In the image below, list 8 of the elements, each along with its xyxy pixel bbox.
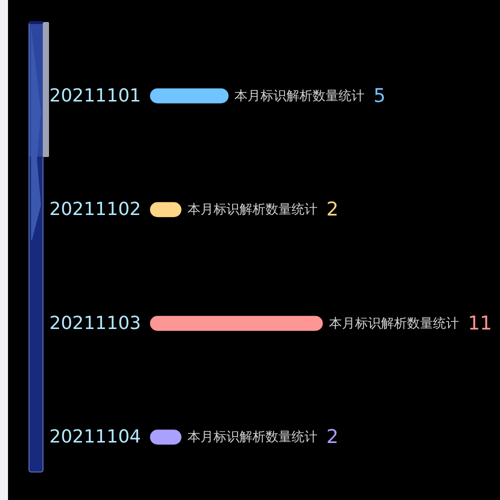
y-tick-label: 20211101 (49, 85, 141, 106)
data-label: 本月标识解析数量统计 2 (187, 426, 339, 448)
y-tick-label: 20211104 (49, 426, 141, 448)
data-label: 本月标识解析数量统计 5 (234, 84, 386, 107)
y-tick-label: 20211103 (49, 312, 141, 334)
y-tick-label: 20211102 (49, 199, 141, 220)
data-label: 本月标识解析数量统计 11 (328, 312, 492, 334)
data-label: 本月标识解析数量统计 2 (187, 198, 339, 221)
